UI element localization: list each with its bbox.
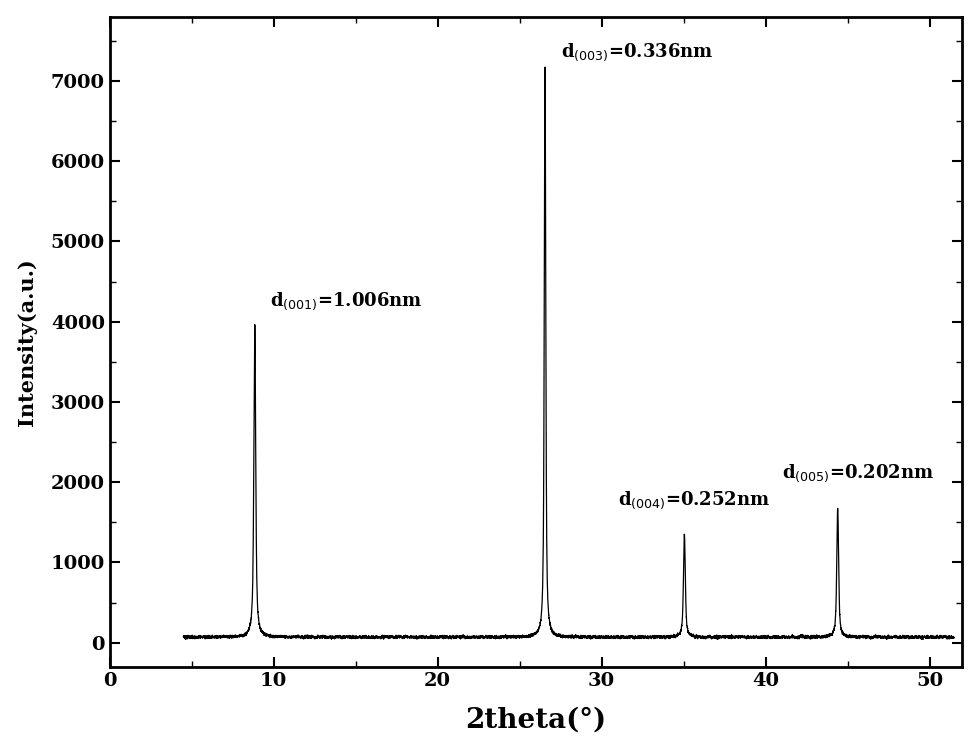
Text: d$_{(004)}$=0.252nm: d$_{(004)}$=0.252nm [617, 489, 769, 511]
X-axis label: 2theta(°): 2theta(°) [465, 706, 606, 734]
Text: d$_{(003)}$=0.336nm: d$_{(003)}$=0.336nm [560, 41, 712, 63]
Text: d$_{(001)}$=1.006nm: d$_{(001)}$=1.006nm [270, 290, 422, 311]
Text: d$_{(005)}$=0.202nm: d$_{(005)}$=0.202nm [781, 463, 933, 484]
Y-axis label: Intensity(a.u.): Intensity(a.u.) [17, 258, 36, 425]
